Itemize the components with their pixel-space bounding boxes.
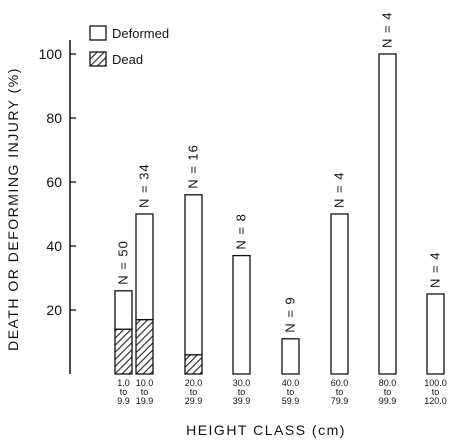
category-label: 30.0 bbox=[233, 378, 251, 388]
category-label: 29.9 bbox=[185, 396, 203, 406]
n-label: N = 4 bbox=[428, 252, 443, 288]
category-label: 120.0 bbox=[424, 396, 447, 406]
category-label: 99.9 bbox=[379, 396, 397, 406]
category-label: to bbox=[432, 387, 440, 397]
category-label: 60.0 bbox=[331, 378, 349, 388]
category-label: to bbox=[336, 387, 344, 397]
legend: Deformed Dead bbox=[89, 25, 169, 67]
x-axis-title: HEIGHT CLASS (cm) bbox=[186, 422, 346, 438]
category-label: 19.9 bbox=[136, 396, 154, 406]
bar-dead bbox=[135, 318, 154, 375]
category-label: to bbox=[287, 387, 295, 397]
n-label: N = 9 bbox=[283, 296, 298, 332]
bar-deformed bbox=[114, 290, 133, 330]
category-label: 79.9 bbox=[331, 396, 349, 406]
bar-deformed bbox=[426, 293, 445, 375]
bar-deformed bbox=[378, 53, 397, 375]
y-axis: 20 40 60 80 100 DEATH OR DEFORMING INJURY (%… bbox=[5, 40, 76, 374]
category-label: 100.0 bbox=[424, 378, 447, 388]
legend-swatch-deformed bbox=[89, 25, 107, 41]
legend-label-dead: Dead bbox=[112, 52, 143, 67]
y-tick-label: 80 bbox=[46, 110, 62, 126]
bar-deformed bbox=[281, 338, 300, 375]
y-axis-title: DEATH OR DEFORMING INJURY (%) bbox=[5, 67, 21, 351]
bar-dead bbox=[114, 328, 133, 375]
category-label: 59.9 bbox=[282, 396, 300, 406]
category-label: 20.0 bbox=[185, 378, 203, 388]
category-label: 1.0 bbox=[117, 378, 130, 388]
bar-deformed bbox=[330, 213, 349, 375]
category-labels: 1.0to9.910.0to19.920.0to29.930.0to39.940… bbox=[117, 378, 447, 406]
category-label: to bbox=[120, 387, 128, 397]
y-ticks: 20 40 60 80 100 bbox=[39, 46, 76, 318]
y-tick-label: 40 bbox=[46, 238, 62, 254]
category-label: to bbox=[190, 387, 198, 397]
category-label: 9.9 bbox=[117, 396, 130, 406]
bar-deformed bbox=[135, 213, 154, 321]
category-label: 40.0 bbox=[282, 378, 300, 388]
legend-label-deformed: Deformed bbox=[112, 26, 169, 41]
n-label: N = 16 bbox=[186, 144, 201, 189]
n-label: N = 4 bbox=[380, 12, 395, 48]
y-tick-label: 20 bbox=[46, 302, 62, 318]
n-label: N = 4 bbox=[332, 172, 347, 208]
y-tick-label: 100 bbox=[39, 46, 63, 62]
category-label: 39.9 bbox=[233, 396, 251, 406]
n-label: N = 50 bbox=[116, 240, 131, 285]
legend-swatch-dead bbox=[89, 51, 107, 67]
bar-dead bbox=[184, 354, 203, 375]
bar-deformed bbox=[232, 254, 251, 375]
n-label: N = 34 bbox=[137, 163, 152, 208]
category-label: 10.0 bbox=[136, 378, 154, 388]
bar-deformed bbox=[184, 194, 203, 356]
category-label: to bbox=[238, 387, 246, 397]
bars bbox=[114, 53, 445, 375]
category-label: to bbox=[384, 387, 392, 397]
y-tick-label: 60 bbox=[46, 174, 62, 190]
category-label: 80.0 bbox=[379, 378, 397, 388]
n-labels: N = 50 N = 34 N = 16 N = 8 N = 9 N = 4 N = 4 N … bbox=[116, 12, 443, 333]
category-label: to bbox=[141, 387, 149, 397]
n-label: N = 8 bbox=[234, 213, 249, 249]
